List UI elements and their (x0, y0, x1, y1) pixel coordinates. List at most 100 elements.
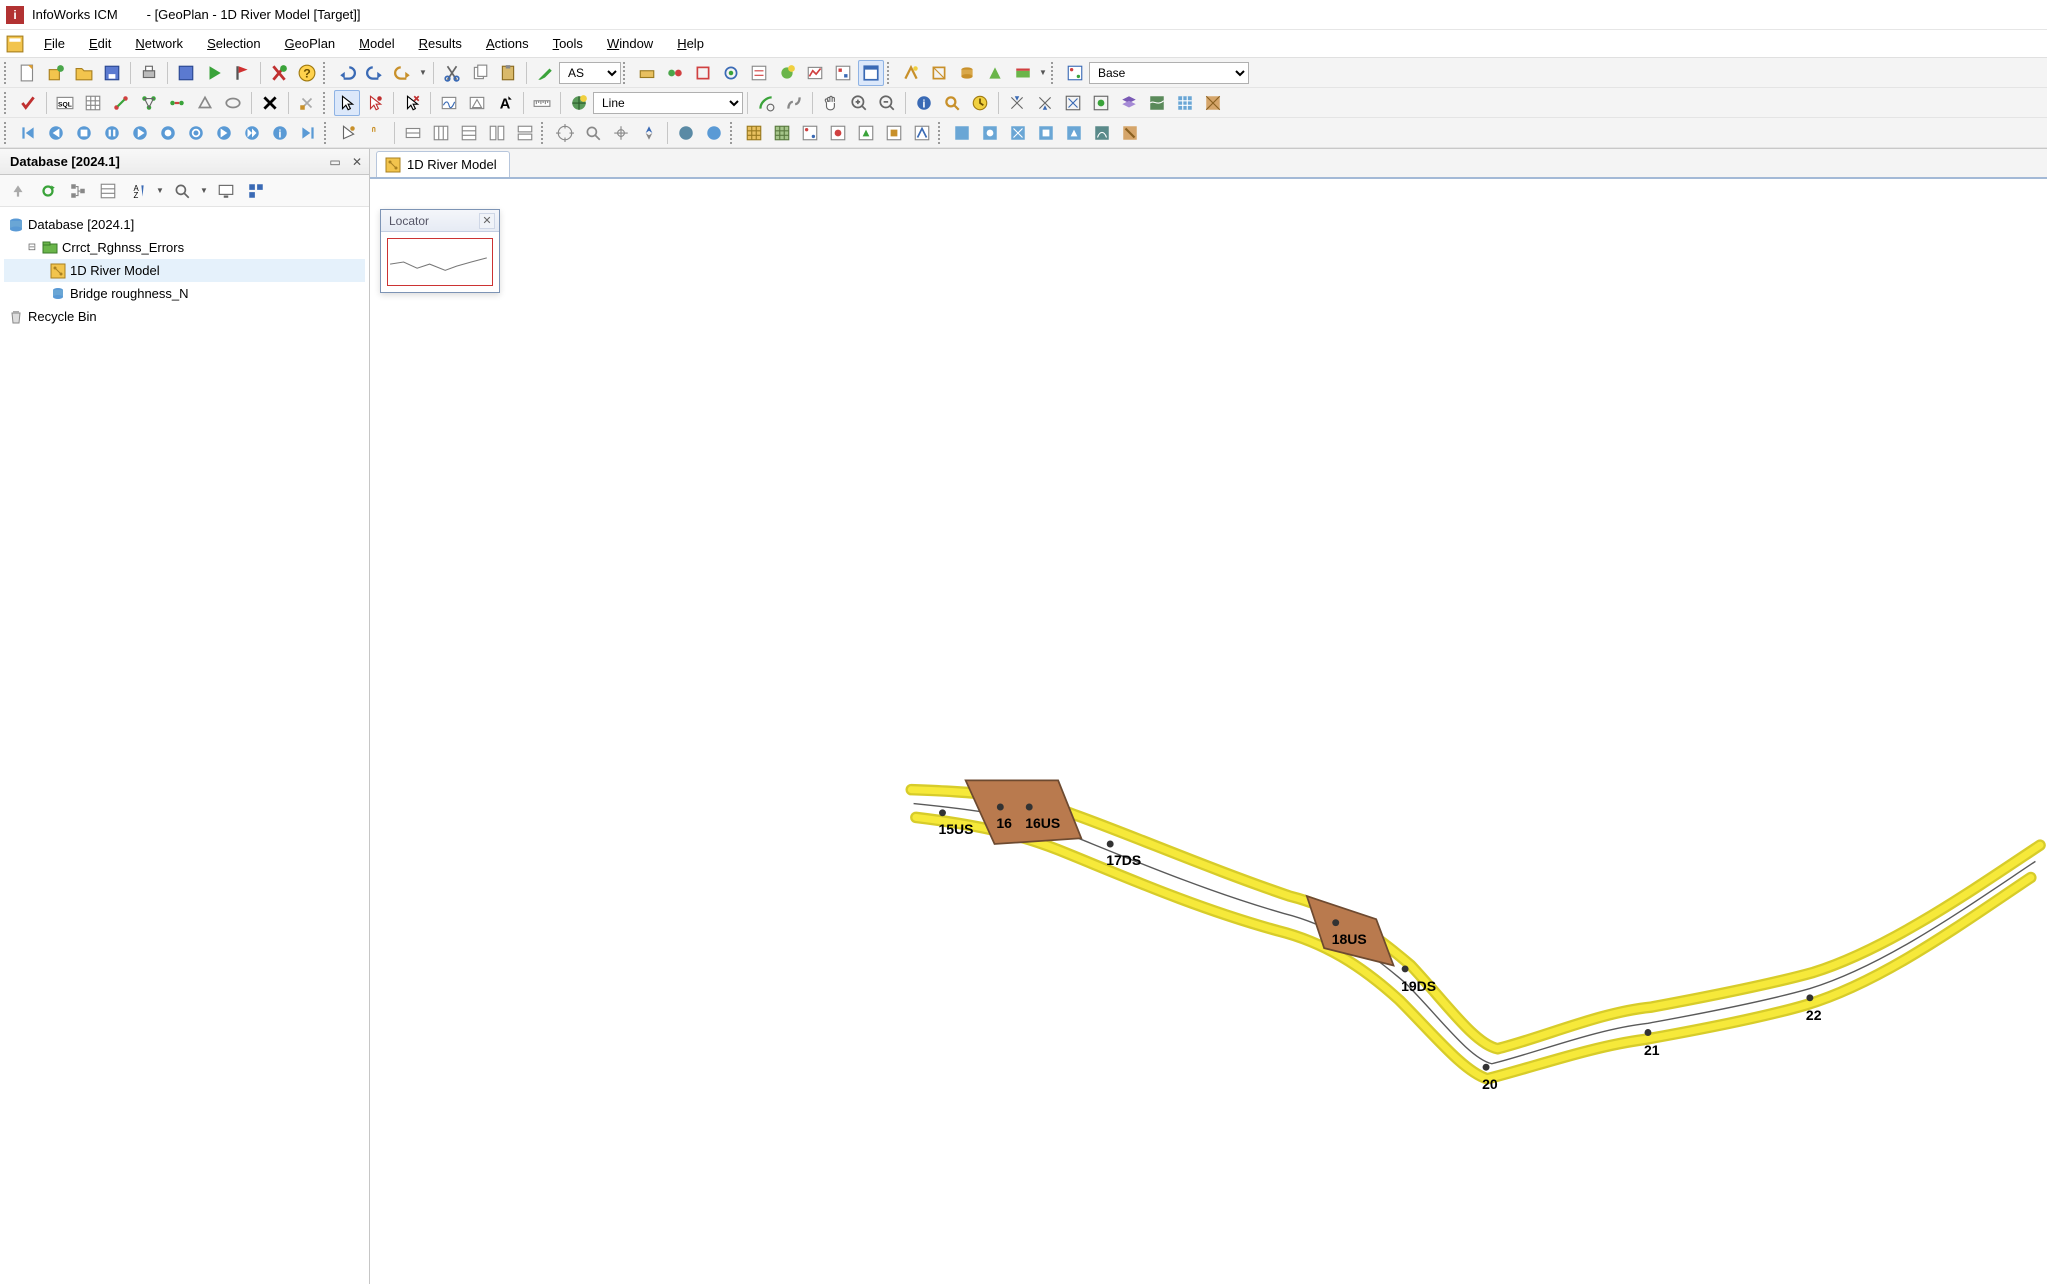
expand-all-icon[interactable] (243, 178, 269, 204)
undo-icon[interactable] (334, 60, 360, 86)
ruler-icon[interactable] (529, 90, 555, 116)
zoom-out-icon[interactable] (874, 90, 900, 116)
play-loop-icon[interactable] (183, 120, 209, 146)
grid-c-icon[interactable] (797, 120, 823, 146)
play-pause-icon[interactable] (99, 120, 125, 146)
section-1-icon[interactable] (436, 90, 462, 116)
grip-icon[interactable] (4, 62, 10, 84)
new-db-icon[interactable] (43, 60, 69, 86)
text-tool-icon[interactable]: A (492, 90, 518, 116)
grip-icon[interactable] (730, 122, 736, 144)
grip-icon[interactable] (4, 92, 10, 114)
run-icon[interactable] (201, 60, 227, 86)
blue-b-icon[interactable] (977, 120, 1003, 146)
tool-net-1-icon[interactable] (634, 60, 660, 86)
tool-c-icon[interactable] (954, 60, 980, 86)
play-stop-icon[interactable] (71, 120, 97, 146)
refresh-icon[interactable] (35, 178, 61, 204)
link2-icon[interactable] (136, 90, 162, 116)
globe-icon[interactable] (566, 90, 592, 116)
tool-r3-5-icon[interactable] (456, 120, 482, 146)
validate-icon[interactable] (266, 60, 292, 86)
play-rec-icon[interactable] (155, 120, 181, 146)
tree-view-icon[interactable] (65, 178, 91, 204)
menu-help[interactable]: Help (667, 32, 714, 55)
globe-b-icon[interactable] (673, 120, 699, 146)
close-icon[interactable]: ✕ (349, 155, 365, 169)
clear-sel-icon[interactable] (294, 90, 320, 116)
play-first-icon[interactable] (15, 120, 41, 146)
zoom-fit-icon[interactable] (580, 120, 606, 146)
menu-selection[interactable]: Selection (197, 32, 270, 55)
menu-file[interactable]: File (34, 32, 75, 55)
line-select[interactable]: Line (593, 92, 743, 114)
blue-c-icon[interactable] (1005, 120, 1031, 146)
menu-model[interactable]: Model (349, 32, 404, 55)
compass-icon[interactable] (636, 120, 662, 146)
pointer-icon[interactable] (334, 90, 360, 116)
maximize-icon[interactable]: ▭ (327, 155, 343, 169)
mode-select[interactable]: AS (559, 62, 621, 84)
grip-icon[interactable] (887, 62, 893, 84)
blue-d-icon[interactable] (1033, 120, 1059, 146)
menu-window[interactable]: Window (597, 32, 663, 55)
tool-b-icon[interactable] (926, 60, 952, 86)
tool-net-6-icon[interactable] (774, 60, 800, 86)
blue-g-icon[interactable] (1117, 120, 1143, 146)
tool-r3-3-icon[interactable] (400, 120, 426, 146)
new-icon[interactable] (15, 60, 41, 86)
dropdown-arrow-icon[interactable]: ▼ (154, 178, 166, 204)
tool-net-4-icon[interactable] (718, 60, 744, 86)
sort-icon[interactable]: AZ (125, 178, 151, 204)
list-view-icon[interactable] (95, 178, 121, 204)
tool-r3-6-icon[interactable] (484, 120, 510, 146)
misc-2-icon[interactable] (1032, 90, 1058, 116)
tree-recycle[interactable]: Recycle Bin (4, 305, 365, 328)
play-ffwd-icon[interactable] (239, 120, 265, 146)
grid-g-icon[interactable] (909, 120, 935, 146)
link3-icon[interactable] (164, 90, 190, 116)
commit-icon[interactable] (173, 60, 199, 86)
grid-b-icon[interactable] (769, 120, 795, 146)
grid-a-icon[interactable] (741, 120, 767, 146)
scenario-select[interactable]: Base (1089, 62, 1249, 84)
redo-dd-icon[interactable] (390, 60, 416, 86)
save-icon[interactable] (99, 60, 125, 86)
crosshair-icon[interactable] (608, 120, 634, 146)
grid-icon[interactable] (80, 90, 106, 116)
redo-icon[interactable] (362, 60, 388, 86)
section-2-icon[interactable] (464, 90, 490, 116)
cut-icon[interactable] (439, 60, 465, 86)
grip-icon[interactable] (938, 122, 944, 144)
pan-icon[interactable] (818, 90, 844, 116)
tree-model[interactable]: 1D River Model (4, 259, 365, 282)
geoplan-canvas[interactable]: Locator ✕ 15US1616US17DS18US19DS202122 (370, 179, 2047, 1284)
grip-icon[interactable] (541, 122, 547, 144)
scenario-icon[interactable] (1062, 60, 1088, 86)
info-globe-icon[interactable]: i (911, 90, 937, 116)
monitor-icon[interactable] (213, 178, 239, 204)
misc-4-icon[interactable] (1088, 90, 1114, 116)
help-icon[interactable]: ? (294, 60, 320, 86)
menu-icon[interactable] (6, 35, 24, 53)
up-arrow-icon[interactable] (5, 178, 31, 204)
blue-f-icon[interactable] (1089, 120, 1115, 146)
clock-icon[interactable] (967, 90, 993, 116)
layers-icon[interactable] (1116, 90, 1142, 116)
blue-e-icon[interactable] (1061, 120, 1087, 146)
grip-icon[interactable] (4, 122, 10, 144)
tree-bridge[interactable]: Bridge roughness_N (4, 282, 365, 305)
tool-net-7-icon[interactable] (802, 60, 828, 86)
map-icon[interactable] (1144, 90, 1170, 116)
misc-1-icon[interactable] (1004, 90, 1030, 116)
copy-icon[interactable] (467, 60, 493, 86)
flag-icon[interactable] (229, 60, 255, 86)
dropdown-arrow-icon[interactable]: ▼ (198, 178, 210, 204)
blue-a-icon[interactable] (949, 120, 975, 146)
grip-icon[interactable] (323, 62, 329, 84)
sql-icon[interactable]: SQL (52, 90, 78, 116)
play-last-icon[interactable] (295, 120, 321, 146)
find-icon[interactable] (939, 90, 965, 116)
grip-icon[interactable] (324, 122, 330, 144)
tree-root[interactable]: Database [2024.1] (4, 213, 365, 236)
